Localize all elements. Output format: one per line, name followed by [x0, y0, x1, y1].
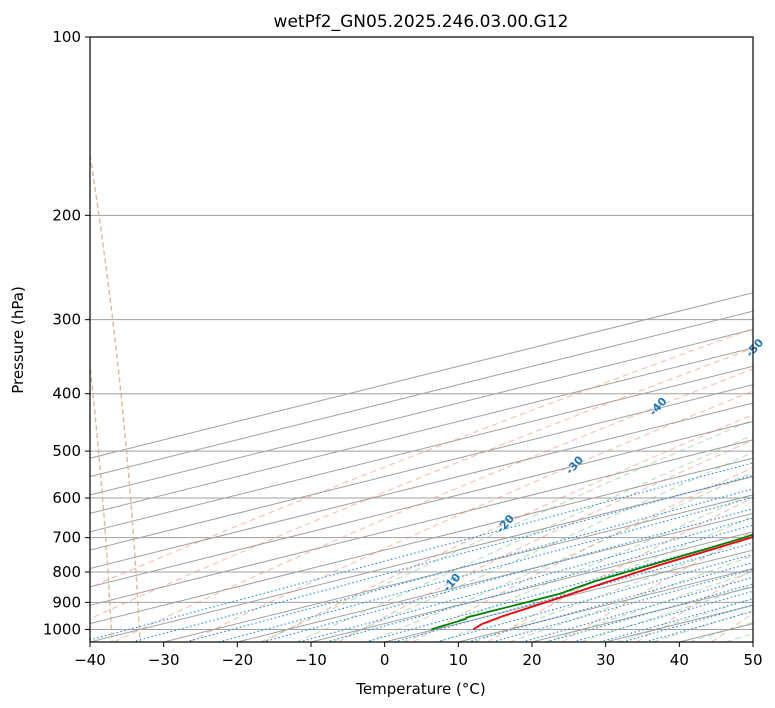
profile-lines — [431, 533, 753, 631]
x-tick-label: −40 — [74, 651, 106, 669]
mixing-ratio-line — [492, 568, 753, 642]
moist-adiabat-line — [259, 419, 753, 642]
dry-adiabat-label: -40 — [647, 395, 670, 419]
y-tick-label: 900 — [52, 593, 81, 611]
dry-adiabat-line — [487, 496, 753, 642]
mixing-ratio-line — [185, 488, 753, 642]
dry-adiabat-line — [90, 327, 753, 588]
x-tick-label: −30 — [148, 651, 180, 669]
dewpoint-line — [431, 533, 753, 631]
dry-adiabat-line — [188, 390, 753, 642]
y-tick-label: 100 — [52, 28, 81, 46]
isotherm-line — [90, 310, 753, 478]
dry-adiabat-label: -50 — [743, 336, 766, 360]
y-axis-ticks: 100 200 300 400 500 600 700 800 900 1000 — [43, 28, 90, 638]
moist-adiabat-line — [473, 536, 753, 642]
ccl-arc-line — [90, 150, 141, 642]
isotherm-line — [458, 567, 753, 642]
moist-adiabat-line — [544, 570, 753, 642]
moist-adiabat-line — [509, 555, 753, 642]
chart-title: wetPf2_GN05.2025.246.03.00.G12 — [274, 12, 569, 32]
isotherm-line — [90, 476, 753, 642]
isotherm-line — [310, 531, 753, 642]
mixing-ratio-line — [467, 562, 753, 642]
dry-adiabat-line — [562, 530, 753, 642]
moist-adiabat-line — [438, 515, 753, 642]
isotherm-line — [90, 439, 753, 606]
mixing-ratio-line — [546, 583, 753, 642]
y-axis-label: Pressure (hPa) — [9, 286, 27, 394]
y-tick-label: 500 — [52, 442, 81, 460]
moist-adiabat-line — [296, 434, 753, 642]
isotherm-line — [90, 292, 753, 459]
moist-adiabat-line — [689, 621, 753, 642]
isotherm-line — [90, 329, 753, 496]
x-tick-label: −20 — [222, 651, 254, 669]
isotherm-line — [237, 512, 753, 642]
dry-adiabat-line — [90, 347, 753, 620]
x-axis-label: Temperature (°C) — [355, 680, 485, 698]
mixing-ratio-line — [645, 610, 753, 642]
y-tick-label: 800 — [52, 563, 81, 581]
line-labels: 0.10.20.40.611.52346810131620253036-100-… — [440, 336, 766, 594]
moist-adiabat-line — [367, 471, 753, 642]
moist-adiabat-line — [331, 451, 753, 642]
x-axis-ticks: −40 −30 −20 −10 0 10 20 30 40 50 — [74, 642, 763, 669]
dry-adiabat-line — [337, 439, 753, 642]
mixing-ratio-line — [218, 496, 753, 642]
x-tick-label: 20 — [522, 651, 541, 669]
x-tick-label: 50 — [743, 651, 762, 669]
isotherm-line — [163, 494, 753, 642]
y-tick-label: 700 — [52, 529, 81, 547]
y-tick-label: 200 — [52, 206, 81, 224]
mixing-ratio-line — [622, 604, 753, 642]
y-tick-label: 1000 — [43, 620, 81, 638]
dry-adiabat-line — [412, 466, 753, 642]
isotherm-line — [531, 586, 753, 642]
dry-adiabat-line — [711, 612, 753, 642]
plot-frame — [89, 36, 754, 643]
mixing-ratio-line — [131, 474, 753, 642]
mixing-ratio-line — [521, 576, 753, 642]
isotherm-line — [90, 457, 753, 625]
y-tick-label: 600 — [52, 489, 81, 507]
mixing-ratio-line — [394, 542, 753, 642]
ccl-arc-line — [90, 359, 113, 642]
x-tick-label: 30 — [596, 651, 615, 669]
x-tick-label: 0 — [380, 651, 390, 669]
moist-adiabat-line — [402, 493, 753, 642]
background-lines — [90, 37, 753, 642]
x-tick-label: 40 — [670, 651, 689, 669]
mixing-ratio-line — [325, 524, 753, 642]
y-tick-label: 400 — [52, 385, 81, 403]
temperature-line — [472, 535, 753, 631]
x-tick-label: −10 — [295, 651, 327, 669]
dry-adiabat-label: -30 — [563, 453, 586, 477]
y-tick-label: 300 — [52, 311, 81, 329]
isotherm-line — [90, 384, 753, 551]
dry-adiabat-line — [263, 414, 753, 642]
moist-adiabat-line — [580, 584, 753, 642]
x-tick-label: 10 — [449, 651, 468, 669]
isotherm-line — [90, 420, 753, 588]
